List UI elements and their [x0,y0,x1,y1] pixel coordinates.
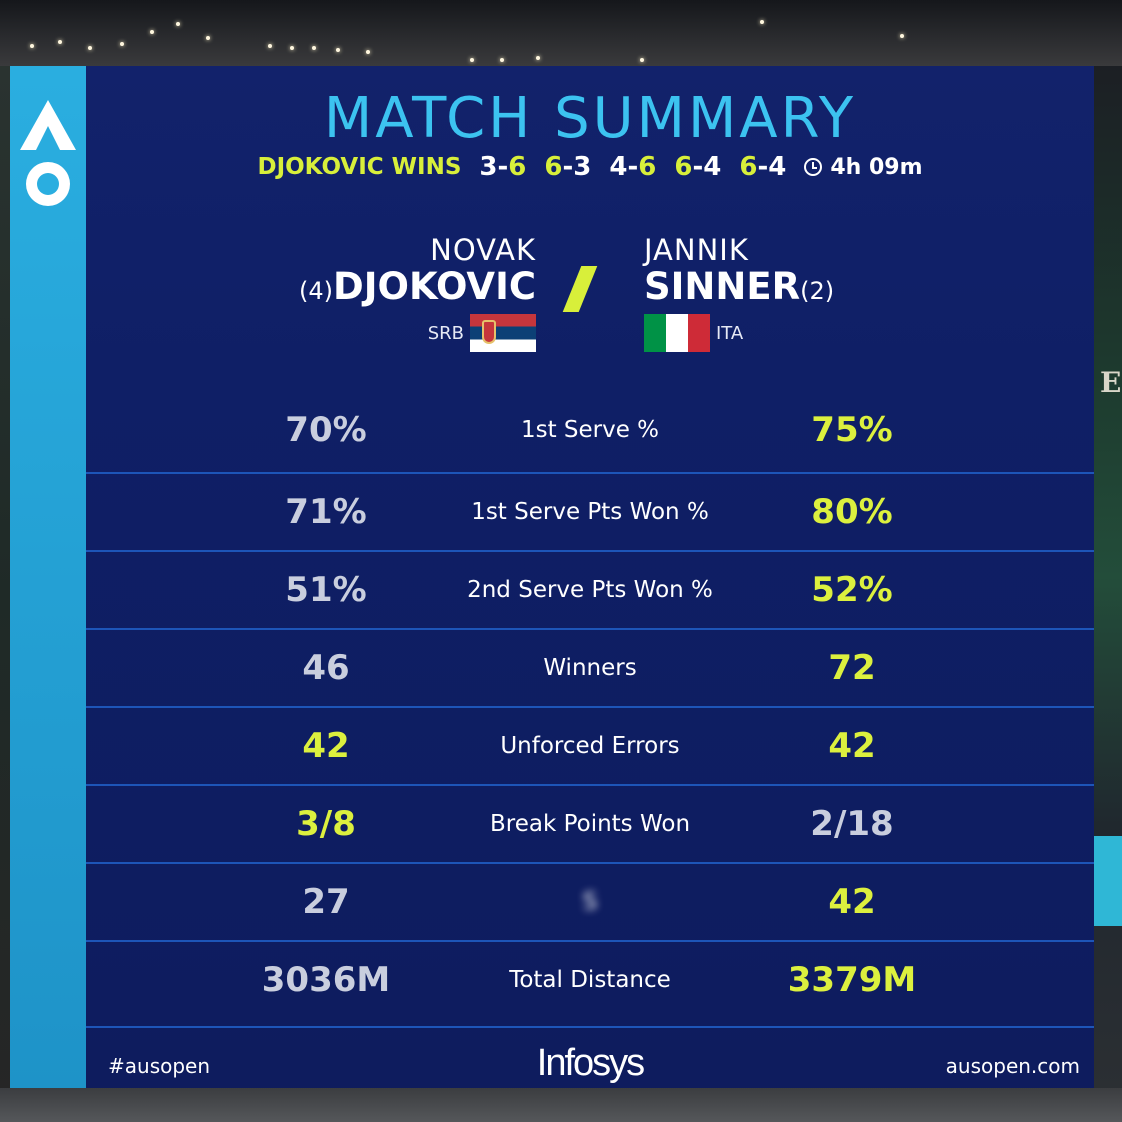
set-score-5: 6-4 [739,152,786,182]
stat-right-value: 42 [828,726,876,766]
footer: #ausopen Infosys ausopen.com [86,1026,1094,1090]
player-first-name: NOVAK [430,233,536,267]
stat-left-value: 27 [302,882,350,922]
arena-background-top [0,0,1122,66]
set-score-right: 6 [508,152,527,182]
set-score-left: 6 [739,152,758,182]
stat-row: 3036M Total Distance 3379M [86,942,1094,1018]
set-score-2: 6-3 [544,152,591,182]
set-separator: - [757,152,769,182]
stat-label: 1st Serve Pts Won % [471,499,709,525]
stadium-lights [0,0,1122,66]
stat-left-value: 51% [285,570,367,610]
set-score-left: 4 [609,152,628,182]
stat-right-value: 72 [828,648,876,688]
player-last-name: SINNER [644,265,801,308]
summary-content: MATCH SUMMARY DJOKOVIC WINS 3-6 6-3 4-6 … [86,66,1094,1088]
set-score-left: 6 [544,152,563,182]
serbia-flag-icon [470,314,536,352]
sponsor-logo: Infosys [536,1042,645,1084]
stat-left-value: 46 [302,648,350,688]
stat-label-obscured: S [582,889,598,915]
stat-label: Unforced Errors [500,733,680,759]
stat-left-value: 3036M [261,960,391,1000]
stat-row: 42 Unforced Errors 42 [86,708,1094,786]
duration-text: 4h 09m [830,154,923,180]
ao-logo-icon [20,100,76,206]
stat-label: Winners [543,655,637,681]
stat-row: 3/8 Break Points Won 2/18 [86,786,1094,864]
set-score-left: 6 [674,152,693,182]
arena-background-right: E [1094,66,1122,1088]
clock-icon [804,158,823,176]
player-country: SRB [299,314,536,352]
stat-right-value: 52% [811,570,893,610]
page-title: MATCH SUMMARY [323,86,857,151]
website-link: ausopen.com [945,1054,1080,1078]
player-seed: (4) [299,277,334,305]
hashtag: #ausopen [108,1054,211,1078]
stat-left-value: 70% [285,410,367,450]
player-right: JANNIK SINNER(2) ITA [644,234,834,352]
set-score-1: 3-6 [479,152,526,182]
player-first-name: JANNIK [644,233,749,267]
stat-left-value: 42 [302,726,350,766]
set-score-right: 6 [638,152,657,182]
player-last-name: DJOKOVIC [333,265,536,308]
stat-label: Total Distance [509,967,671,993]
set-score-3: 4-6 [609,152,656,182]
stat-right-value: 80% [811,492,893,532]
set-score-right: 4 [768,152,787,182]
set-separator: - [497,152,509,182]
background-cyan-strip [1094,836,1122,926]
stat-left-value: 3/8 [296,804,356,844]
arena-background-bottom [0,1088,1122,1122]
player-seed: (2) [800,277,835,305]
stat-label: 1st Serve % [520,417,660,443]
stat-right-value: 42 [828,882,876,922]
set-score-right: 4 [703,152,722,182]
set-separator: - [562,152,574,182]
set-separator: - [627,152,639,182]
player-left: NOVAK (4)DJOKOVIC SRB [299,234,536,352]
stat-row: 70% 1st Serve % 75% [86,388,1094,474]
set-score-4: 6-4 [674,152,721,182]
winner-label: DJOKOVIC WINS [257,154,462,180]
stat-right-value: 75% [811,410,893,450]
stats-table: 70% 1st Serve % 75% 71% 1st Serve Pts Wo… [86,388,1094,1018]
stat-row: 71% 1st Serve Pts Won % 80% [86,474,1094,552]
match-duration: 4h 09m [804,154,923,180]
italy-flag-icon [644,314,710,352]
arena-background-left [0,66,10,1122]
set-score-left: 3 [479,152,498,182]
match-result: DJOKOVIC WINS 3-6 6-3 4-6 6-4 6-4 4h 09m [86,150,1094,184]
country-code: ITA [716,322,744,344]
stat-row: 46 Winners 72 [86,630,1094,708]
background-letter: E [1100,366,1122,399]
match-summary-panel: MATCH SUMMARY DJOKOVIC WINS 3-6 6-3 4-6 … [10,66,1094,1088]
set-score-right: 3 [573,152,592,182]
player-name-line: (4)DJOKOVIC [299,266,536,312]
stat-left-value: 71% [285,492,367,532]
set-separator: - [692,152,704,182]
stat-right-value: 2/18 [810,804,894,844]
stat-label: Break Points Won [489,811,691,837]
player-country: ITA [644,314,834,352]
versus-slash [562,266,598,312]
brand-strip [10,66,86,1088]
stat-right-value: 3379M [787,960,917,1000]
player-name-line: SINNER(2) [644,266,834,312]
stat-row: 27 S 42 [86,864,1094,942]
stat-label: 2nd Serve Pts Won % [467,577,713,603]
country-code: SRB [427,322,464,344]
stat-row: 51% 2nd Serve Pts Won % 52% [86,552,1094,630]
